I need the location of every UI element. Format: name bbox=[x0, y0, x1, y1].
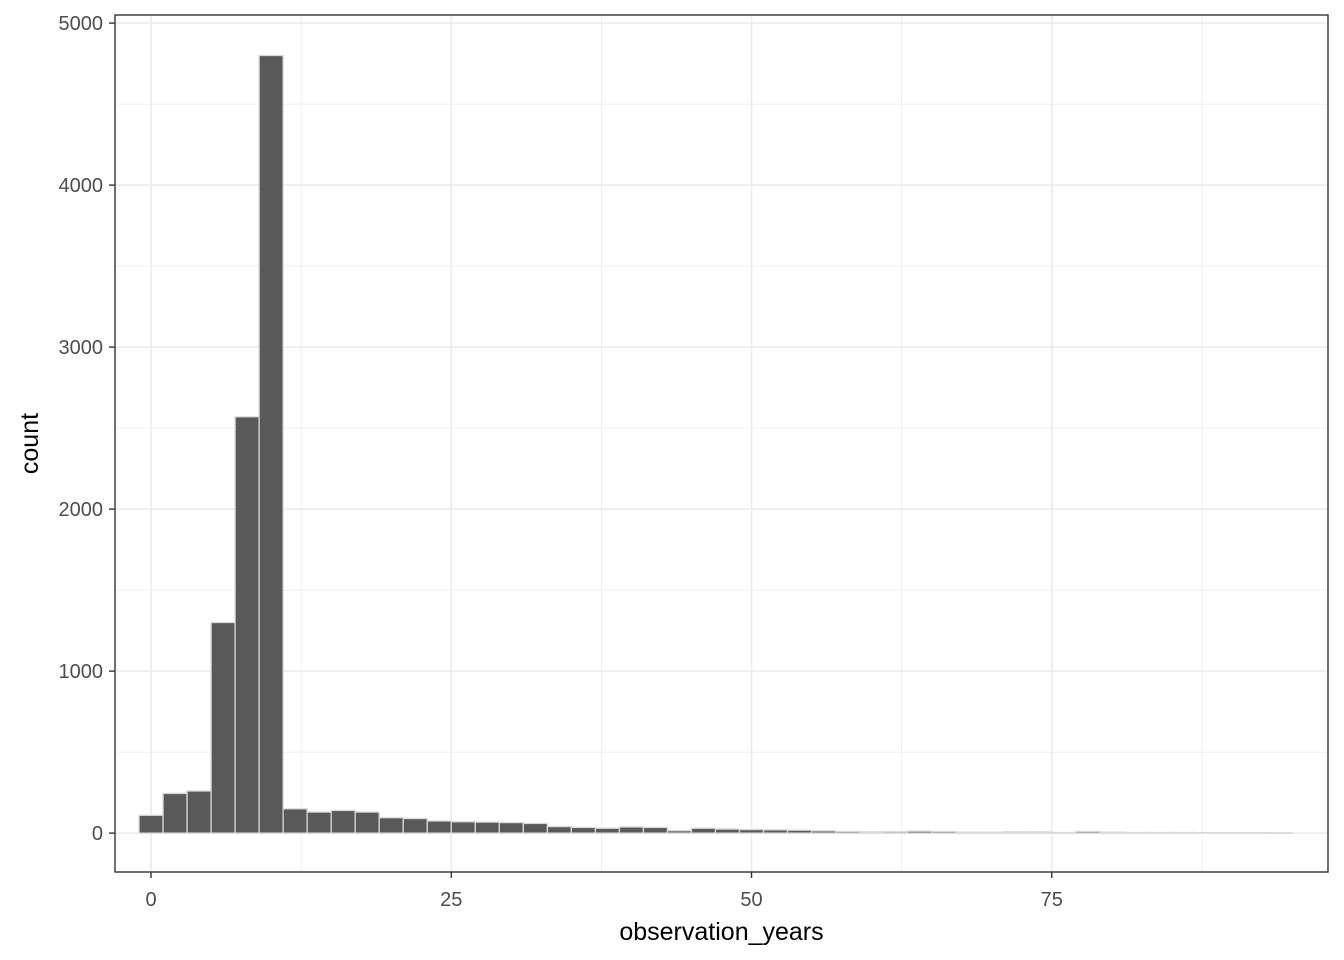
histogram-bar bbox=[378, 817, 404, 834]
panel-background bbox=[115, 15, 1328, 872]
y-tick-label: 3000 bbox=[59, 337, 104, 359]
histogram-bar bbox=[1027, 831, 1053, 834]
histogram-bar bbox=[330, 809, 356, 834]
histogram-bar bbox=[186, 790, 212, 834]
histogram-bar bbox=[642, 826, 669, 834]
histogram-bar bbox=[810, 830, 837, 834]
histogram-bar bbox=[450, 821, 476, 834]
histogram-bar bbox=[234, 416, 260, 834]
histogram-bars bbox=[138, 54, 1293, 834]
y-tick-label: 4000 bbox=[59, 175, 104, 197]
histogram-bar bbox=[979, 831, 1005, 834]
y-tick-label: 0 bbox=[92, 823, 103, 845]
histogram-bar bbox=[834, 830, 861, 834]
histogram-bar bbox=[474, 821, 500, 834]
histogram-bar bbox=[1003, 831, 1029, 834]
histogram-bar bbox=[1099, 831, 1125, 834]
histogram-bar bbox=[258, 54, 284, 834]
panel-border bbox=[114, 14, 1329, 873]
y-tick-label: 5000 bbox=[59, 13, 104, 35]
histogram-bar bbox=[138, 814, 164, 834]
histogram-bar bbox=[498, 821, 524, 834]
histogram-bar bbox=[354, 811, 380, 834]
y-tick-label: 1000 bbox=[59, 661, 104, 683]
histogram-bar bbox=[1267, 832, 1293, 834]
histogram-bar bbox=[666, 830, 693, 834]
histogram-bar bbox=[306, 811, 332, 834]
x-axis-title: observation_years bbox=[619, 918, 823, 946]
histogram-bar bbox=[858, 831, 885, 834]
x-tick-label: 25 bbox=[440, 889, 462, 911]
histogram-bar bbox=[931, 830, 957, 834]
x-tick-label: 75 bbox=[1041, 889, 1063, 911]
histogram-bar bbox=[738, 828, 765, 834]
histogram-bar bbox=[1075, 830, 1101, 834]
y-axis: 0 1000 2000 3000 4000 5000 bbox=[59, 13, 115, 845]
histogram-bar bbox=[1195, 831, 1221, 834]
histogram-bar bbox=[402, 817, 428, 834]
histogram-bar bbox=[522, 822, 549, 834]
histogram-bar bbox=[1051, 831, 1077, 834]
x-tick-label: 50 bbox=[740, 889, 762, 911]
histogram-bar bbox=[714, 828, 741, 834]
histogram-bar bbox=[546, 825, 573, 834]
histogram-bar bbox=[907, 830, 933, 834]
histogram-bar bbox=[210, 621, 236, 834]
histogram-bar bbox=[618, 826, 645, 834]
x-tick-label: 0 bbox=[145, 889, 156, 911]
y-tick-label: 2000 bbox=[59, 499, 104, 521]
histogram-bar bbox=[1219, 831, 1245, 834]
histogram-bar bbox=[762, 829, 789, 834]
histogram-bar bbox=[690, 827, 717, 834]
histogram-bar bbox=[1123, 831, 1149, 834]
grid-lines bbox=[115, 15, 1328, 872]
histogram-bar bbox=[570, 826, 597, 834]
histogram-bar bbox=[786, 829, 813, 834]
histogram-bar bbox=[1171, 831, 1197, 834]
histogram-bar bbox=[594, 827, 621, 834]
histogram-bar bbox=[162, 792, 188, 834]
histogram-bar bbox=[282, 808, 308, 834]
histogram-bar bbox=[1243, 831, 1269, 834]
x-axis: 0 25 50 75 bbox=[145, 872, 1063, 911]
histogram-bar bbox=[426, 820, 452, 834]
histogram-bar bbox=[955, 831, 981, 834]
histogram-bar bbox=[1147, 831, 1173, 834]
y-axis-title: count bbox=[16, 413, 44, 474]
histogram-bar bbox=[882, 831, 909, 834]
